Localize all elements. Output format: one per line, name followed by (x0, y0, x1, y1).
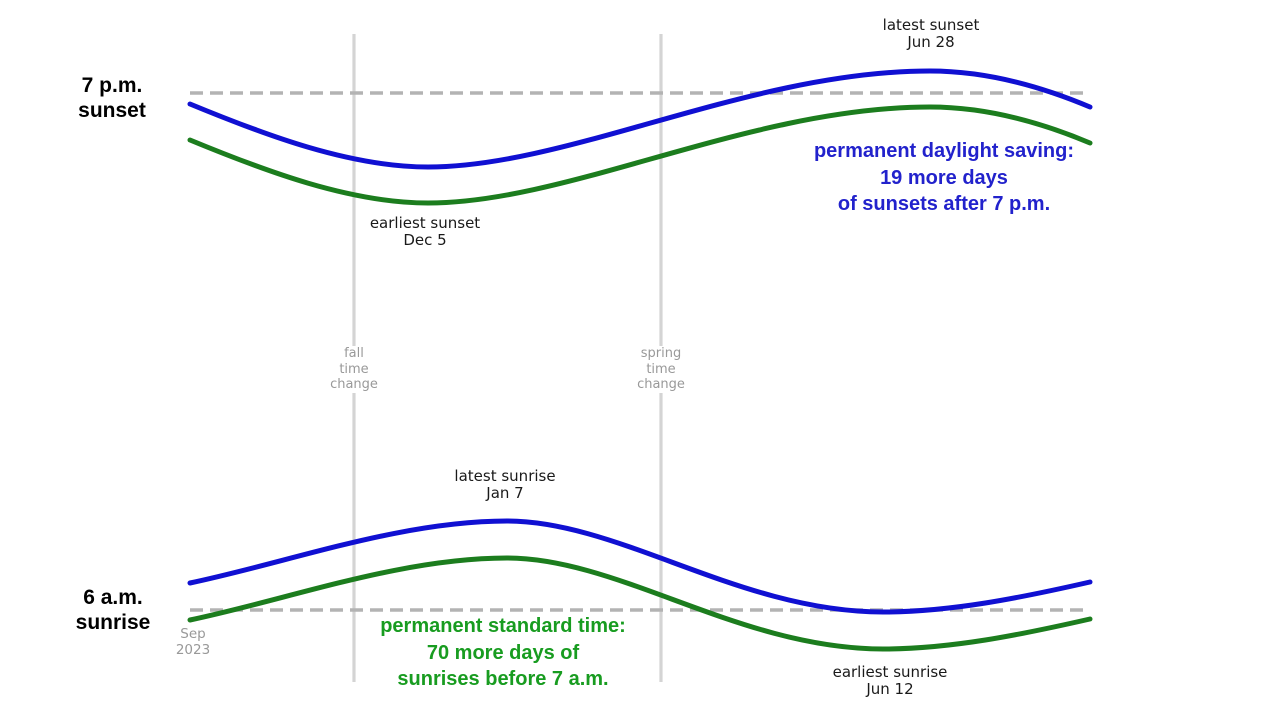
sunset-7pm-label: 7 p.m. sunset (78, 74, 146, 122)
latest-sunrise-annotation: latest sunrise Jan 7 (454, 467, 556, 502)
sunrise-6am-label: 6 a.m. sunrise (75, 586, 151, 634)
spring-time-change-label: spring time change (634, 346, 688, 393)
daylight-saving-callout: permanent daylight saving: 19 more days … (813, 140, 1075, 215)
fall-time-change-label: fall time change (327, 346, 381, 393)
x-axis-start-label: Sep 2023 (172, 626, 214, 658)
sunrise-standard-time-curve (187, 555, 1093, 652)
sunset-daylight-saving-curve (187, 68, 1093, 170)
standard-time-callout: permanent standard time: 70 more days of… (380, 615, 626, 690)
earliest-sunrise-annotation: earliest sunrise Jun 12 (832, 663, 948, 698)
sunset-standard-time-curve (187, 104, 1093, 206)
sunrise-daylight-saving-curve (187, 518, 1093, 615)
earliest-sunset-annotation: earliest sunset Dec 5 (369, 214, 481, 249)
latest-sunset-annotation: latest sunset Jun 28 (882, 16, 980, 51)
